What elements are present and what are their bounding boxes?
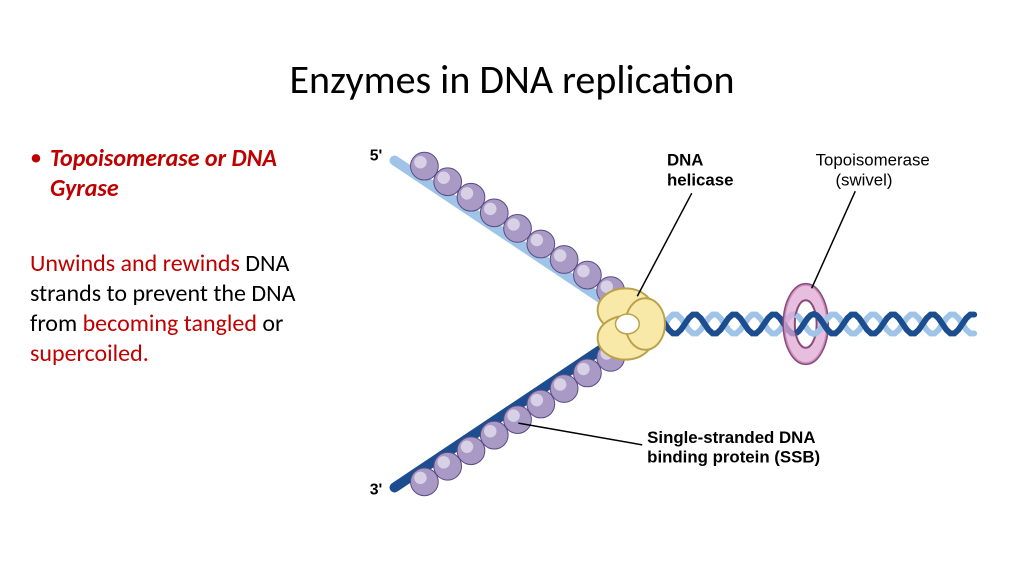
diagram-svg: 5' 3' DNAhelicase Topoisomerase(swivel) Sing…	[340, 124, 994, 524]
bullet-dot-icon: •	[30, 144, 42, 172]
bullet-item: • Topoisomerase or DNA Gyrase	[30, 144, 340, 204]
content-row: • Topoisomerase or DNA Gyrase Unwinds an…	[0, 124, 1024, 524]
desc-part-3: becoming tangled	[83, 309, 257, 338]
page-title: Enzymes in DNA replication	[0, 0, 1024, 124]
desc-part-1: Unwinds and rewinds	[30, 249, 240, 278]
bullet-label: Topoisomerase or DNA Gyrase	[50, 144, 340, 204]
desc-part-4: or	[257, 309, 283, 338]
svg-text:Single-stranded DNA: Single-stranded DNA	[647, 428, 815, 447]
desc-part-5: supercoiled.	[30, 339, 149, 368]
svg-text:5': 5'	[370, 148, 383, 165]
svg-text:Topoisomerase: Topoisomerase	[816, 150, 930, 169]
svg-text:helicase: helicase	[667, 170, 733, 189]
svg-text:3': 3'	[370, 481, 383, 498]
svg-text:(swivel): (swivel)	[835, 170, 892, 189]
svg-text:DNA: DNA	[667, 150, 703, 169]
svg-text:binding protein (SSB): binding protein (SSB)	[647, 448, 820, 467]
description-paragraph: Unwinds and rewinds DNA strands to preve…	[30, 249, 340, 369]
text-column: • Topoisomerase or DNA Gyrase Unwinds an…	[30, 124, 340, 524]
replication-diagram: 5' 3' DNAhelicase Topoisomerase(swivel) Sing…	[340, 124, 994, 524]
